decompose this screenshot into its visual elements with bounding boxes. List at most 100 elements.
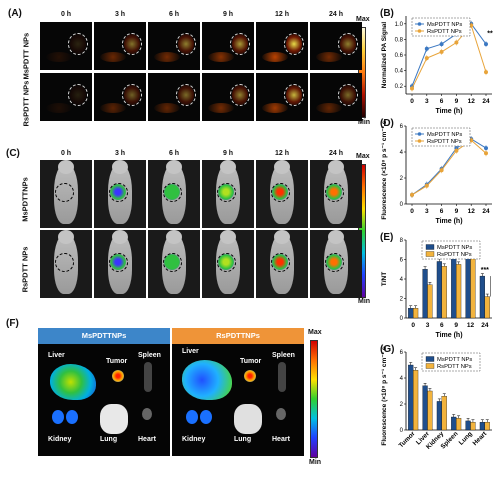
lung-organ-ms <box>100 404 128 434</box>
pa-signal-blob <box>208 52 234 62</box>
panel-e-bar <box>479 275 485 319</box>
pa-image-tile-ms <box>94 22 146 70</box>
panel-e-y-tick-label: 2 <box>400 297 404 303</box>
panel-d-x-tick-label: 0 <box>410 208 414 215</box>
panel-e-legend-label: MsPDTT NPs <box>437 245 472 251</box>
tumor-outline-circle <box>230 84 250 106</box>
lung-label-rs: Lung <box>234 436 252 443</box>
tumor-outline-circle <box>176 33 196 55</box>
panel-a-min: Min <box>358 119 371 126</box>
pa-signal-blob <box>262 103 288 113</box>
panel-label-g: (G) <box>380 344 395 355</box>
mouse-head <box>274 160 290 174</box>
tumor-organ-rs <box>244 370 256 382</box>
panel-b-data-point <box>424 56 429 61</box>
kidney-organ-rs-2 <box>200 410 212 424</box>
panel-c-row1-label: MsPDTTNPs <box>20 177 30 222</box>
kidney-label-rs: Kidney <box>182 436 206 443</box>
panel-g-bar <box>456 418 462 431</box>
panel-b-x-tick-label: 3 <box>425 98 429 105</box>
tumor-outline-circle <box>55 253 74 272</box>
panel-d-legend-marker <box>417 139 422 143</box>
tumor-outline-circle <box>284 84 304 106</box>
panel-c-max: Max <box>356 153 370 160</box>
panel-a-time-label: 9 h <box>222 11 234 18</box>
pa-image-tile-rs <box>40 73 92 121</box>
panel-g-bar <box>422 385 428 431</box>
mouse-image-tile-rs <box>256 230 308 298</box>
panel-b-x-tick-label: 12 <box>468 98 476 105</box>
tumor-organ-ms <box>112 370 124 382</box>
liver-label-rs: Liver <box>182 348 199 355</box>
panel-e-bar <box>413 308 419 319</box>
panel-b-y-tick-label: 1.0 <box>395 22 404 28</box>
heart-label-ms: Heart <box>138 436 156 443</box>
panel-label-c: (C) <box>6 148 20 159</box>
tumor-outline-circle <box>176 84 196 106</box>
panel-d-x-tick-label: 12 <box>468 208 476 215</box>
panel-e-legend-label: RsPDTT NPs <box>437 252 472 258</box>
mouse-head <box>58 160 74 174</box>
panel-b-legend-box <box>411 17 471 37</box>
panel-label-b: (B) <box>380 8 394 19</box>
panel-a-max: Max <box>356 16 370 23</box>
panel-g-y-tick-label: 6 <box>400 350 404 356</box>
panel-e-bar <box>470 258 476 319</box>
panel-f-min: Min <box>309 459 322 466</box>
panel-g-legend-label: MsPDTT NPs <box>437 357 472 363</box>
tumor-outline-circle <box>122 84 142 106</box>
panel-d-legend-label: RsPDTT NPs <box>427 139 462 145</box>
panel-b-legend-marker <box>417 29 422 33</box>
tumor-outline-circle <box>217 253 236 272</box>
lung-organ-rs <box>234 404 262 434</box>
panel-d-x-tick-label: 24 <box>482 208 490 215</box>
panel-b-y-tick-label: 0.6 <box>395 53 404 59</box>
panel-d-series-line <box>411 139 487 196</box>
mouse-image-tile-ms <box>202 160 254 228</box>
panel-c-time-label: 6 h <box>168 150 180 157</box>
panel-b-x-tick-label: 6 <box>440 98 444 105</box>
pa-signal-blob <box>46 103 72 113</box>
panel-b-y-tick-label: 0.8 <box>395 37 404 43</box>
spleen-label-rs: Spleen <box>272 352 295 359</box>
panel-b-data-point <box>439 42 444 47</box>
tumor-outline-circle <box>325 183 344 202</box>
panel-c-time-label: 24 h <box>328 150 343 157</box>
panel-g-bar <box>451 416 457 431</box>
mouse-head <box>166 160 182 174</box>
mouse-head <box>220 230 236 244</box>
panel-e-x-axis-label: Time (h) <box>435 332 462 339</box>
kidney-organ-ms-1 <box>52 410 64 424</box>
tumor-outline-circle <box>163 183 182 202</box>
panel-b-y-tick-label: 0.2 <box>395 84 404 90</box>
panel-e-bar <box>408 308 414 319</box>
panel-e-x-tick-label: 6 <box>440 322 444 329</box>
panel-b-significance: ** <box>487 31 493 38</box>
tumor-outline-circle <box>338 84 358 106</box>
kidney-organ-ms-2 <box>66 410 78 424</box>
panel-d-x-tick-label: 3 <box>425 208 429 215</box>
mouse-image-tile-rs <box>148 230 200 298</box>
panel-g-x-tick-label: Lung <box>458 430 474 446</box>
liver-organ-ms <box>50 364 96 400</box>
panel-c-min: Min <box>358 298 371 305</box>
panel-d-data-point <box>410 192 414 197</box>
panel-g-legend-box <box>421 352 481 372</box>
panel-f-right-title: RsPDTTNPs <box>172 328 304 344</box>
panel-e-legend-swatch <box>425 244 435 250</box>
panel-e-legend-swatch <box>425 251 435 257</box>
mouse-head <box>112 160 128 174</box>
mouse-image-tile-ms <box>40 160 92 228</box>
panel-f-max: Max <box>308 329 322 336</box>
panel-d-x-tick-label: 9 <box>455 208 459 215</box>
tumor-outline-circle <box>68 84 88 106</box>
mouse-image-tile-rs <box>94 230 146 298</box>
panel-label-a: (A) <box>8 8 22 19</box>
tumor-outline-circle <box>271 253 290 272</box>
panel-b-x-tick-label: 24 <box>482 98 490 105</box>
heart-organ-rs <box>276 408 286 420</box>
tumor-outline-circle <box>55 183 74 202</box>
